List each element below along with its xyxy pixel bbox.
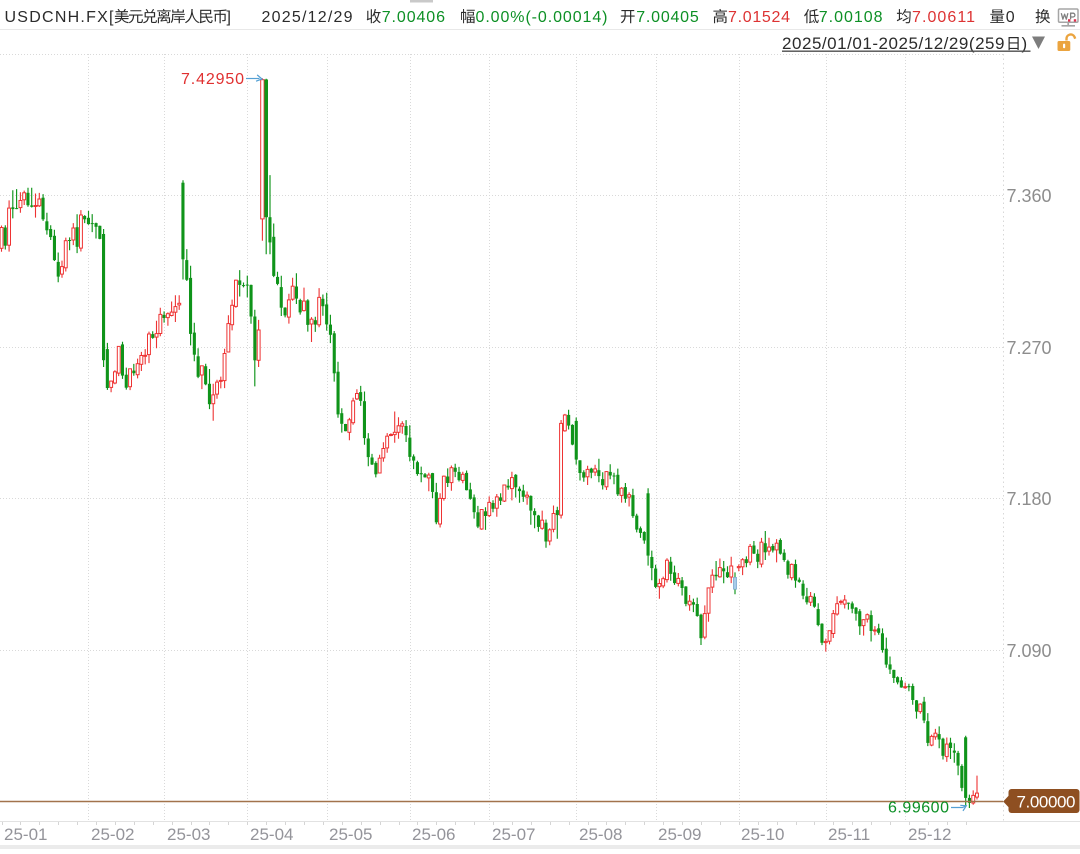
svg-text:25-11: 25-11 bbox=[828, 825, 870, 844]
svg-text:0: 0 bbox=[1006, 9, 1015, 26]
svg-text:2025/01/01-2025/12/29(259: 2025/01/01-2025/12/29(259 bbox=[782, 34, 1005, 53]
svg-text:25-10: 25-10 bbox=[741, 825, 784, 844]
svg-text:7.270: 7.270 bbox=[1007, 338, 1052, 358]
svg-text:]: ] bbox=[227, 9, 231, 26]
svg-text:25-12: 25-12 bbox=[908, 825, 951, 844]
svg-text:2025/12/29: 2025/12/29 bbox=[262, 9, 353, 26]
svg-text:0.00%(-0.00014): 0.00%(-0.00014) bbox=[476, 9, 608, 26]
svg-text:25-02: 25-02 bbox=[91, 825, 134, 844]
svg-text:7.00108: 7.00108 bbox=[819, 9, 883, 26]
svg-text:25-04: 25-04 bbox=[250, 825, 293, 844]
svg-text:7.090: 7.090 bbox=[1007, 641, 1052, 661]
svg-text:25-08: 25-08 bbox=[579, 825, 622, 844]
svg-text:25-03: 25-03 bbox=[167, 825, 210, 844]
svg-text:7.00406: 7.00406 bbox=[382, 9, 445, 26]
svg-text:7.180: 7.180 bbox=[1007, 489, 1052, 509]
svg-text:25-01: 25-01 bbox=[4, 825, 47, 844]
svg-text:USDCNH.FX[: USDCNH.FX[ bbox=[5, 9, 115, 26]
svg-text:7.00611: 7.00611 bbox=[912, 9, 975, 26]
svg-text:): ) bbox=[1022, 34, 1028, 53]
svg-text:7.42950: 7.42950 bbox=[181, 71, 244, 88]
svg-text:25-07: 25-07 bbox=[492, 825, 535, 844]
svg-text:7.00405: 7.00405 bbox=[636, 9, 699, 26]
svg-text:25-06: 25-06 bbox=[412, 825, 455, 844]
svg-text:7.360: 7.360 bbox=[1007, 186, 1052, 206]
svg-text:6.99600: 6.99600 bbox=[888, 800, 949, 817]
svg-text:7.00000: 7.00000 bbox=[1017, 793, 1076, 812]
svg-text:25-09: 25-09 bbox=[658, 825, 701, 844]
svg-text:25-05: 25-05 bbox=[329, 825, 372, 844]
svg-text:7.01524: 7.01524 bbox=[728, 9, 790, 26]
